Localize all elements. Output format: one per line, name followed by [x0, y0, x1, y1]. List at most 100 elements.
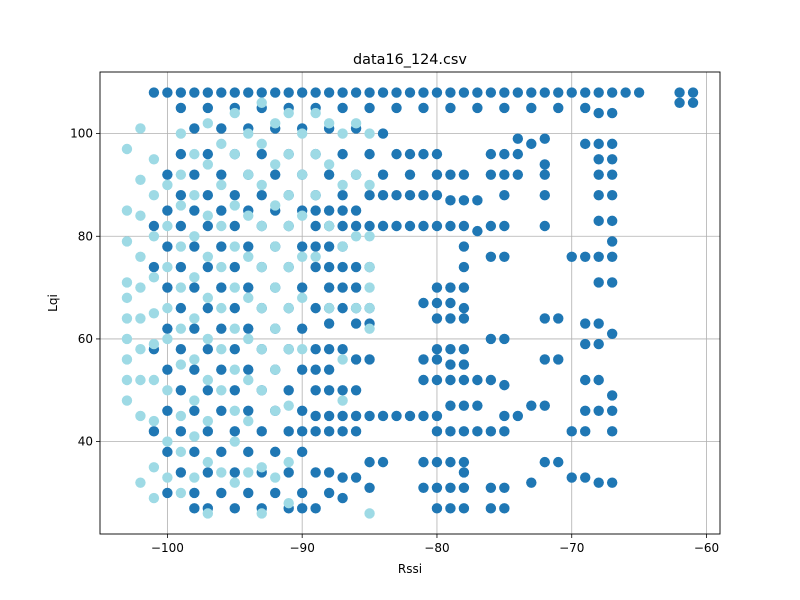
data-point — [364, 410, 375, 422]
data-point — [485, 333, 497, 345]
data-point — [162, 364, 173, 375]
data-point — [458, 344, 470, 355]
data-point — [310, 302, 321, 314]
data-point — [593, 169, 604, 180]
data-point — [431, 190, 443, 201]
data-point — [243, 487, 254, 499]
data-point — [337, 385, 348, 396]
data-point — [539, 220, 550, 232]
data-point — [418, 456, 429, 468]
data-point — [606, 107, 618, 119]
data-point — [499, 333, 510, 345]
data-point — [243, 364, 254, 375]
data-point — [553, 102, 564, 114]
data-point — [364, 302, 375, 314]
data-point — [202, 344, 214, 355]
data-point — [296, 344, 308, 355]
data-point — [499, 87, 510, 98]
data-point — [674, 87, 685, 98]
data-point — [310, 205, 321, 216]
data-point — [431, 220, 443, 232]
data-point — [606, 426, 618, 437]
data-point — [485, 426, 497, 437]
data-point — [296, 446, 308, 458]
data-point — [512, 148, 524, 160]
data-point — [229, 261, 240, 273]
data-point — [135, 344, 146, 355]
data-point — [539, 190, 550, 201]
data-point — [162, 241, 173, 252]
data-point — [674, 97, 685, 109]
data-point — [216, 487, 227, 499]
data-point — [364, 508, 375, 519]
data-point — [445, 102, 456, 114]
data-point — [593, 405, 604, 416]
data-point — [189, 313, 200, 324]
data-point — [418, 190, 429, 201]
data-point — [202, 87, 214, 98]
data-point — [283, 190, 294, 201]
x-tick-label: −100 — [151, 541, 184, 555]
y-tick-label: 60 — [78, 332, 93, 346]
data-point — [418, 374, 429, 386]
data-point — [296, 323, 308, 334]
data-point — [216, 405, 227, 416]
data-point — [270, 159, 281, 170]
data-point — [431, 410, 443, 422]
data-point — [296, 169, 308, 180]
data-point — [175, 102, 187, 114]
data-point — [310, 344, 321, 355]
data-point — [135, 282, 146, 293]
data-point — [323, 302, 335, 314]
data-point — [606, 87, 618, 98]
data-point — [606, 138, 618, 150]
data-point — [283, 426, 294, 437]
data-point — [148, 374, 160, 386]
data-point — [364, 323, 375, 334]
data-points — [121, 87, 699, 519]
data-point — [121, 292, 133, 304]
data-point — [283, 302, 294, 314]
data-point — [458, 482, 470, 493]
data-point — [216, 344, 227, 355]
data-point — [404, 148, 416, 160]
data-point — [633, 87, 645, 98]
data-point — [364, 282, 375, 293]
data-point — [202, 251, 214, 262]
data-point — [121, 333, 133, 345]
data-point — [148, 308, 160, 319]
data-point — [256, 190, 267, 201]
data-point — [229, 148, 240, 160]
data-point — [472, 426, 483, 437]
data-point — [202, 148, 214, 160]
data-point — [162, 446, 173, 458]
data-point — [687, 87, 699, 98]
data-point — [499, 148, 510, 160]
data-point — [202, 508, 214, 519]
data-point — [458, 241, 470, 252]
data-point — [148, 261, 160, 273]
data-point — [337, 190, 348, 201]
data-point — [418, 482, 429, 493]
data-point — [323, 467, 335, 478]
data-point — [229, 220, 240, 232]
axis-ticks: −100 −90 −80 −70 −60 40 60 80 100 — [70, 127, 719, 555]
data-point — [310, 467, 321, 478]
data-point — [606, 236, 618, 247]
data-point — [404, 220, 416, 232]
data-point — [216, 169, 227, 180]
data-point — [121, 236, 133, 247]
data-point — [445, 374, 456, 386]
data-point — [189, 148, 200, 160]
data-point — [229, 241, 240, 252]
data-point — [377, 128, 389, 139]
data-point — [148, 220, 160, 232]
data-point — [526, 138, 537, 150]
data-point — [580, 338, 591, 350]
data-point — [243, 446, 254, 458]
data-point — [310, 251, 321, 262]
data-point — [243, 405, 254, 416]
data-point — [377, 220, 389, 232]
data-point — [593, 107, 604, 119]
data-point — [216, 467, 227, 478]
